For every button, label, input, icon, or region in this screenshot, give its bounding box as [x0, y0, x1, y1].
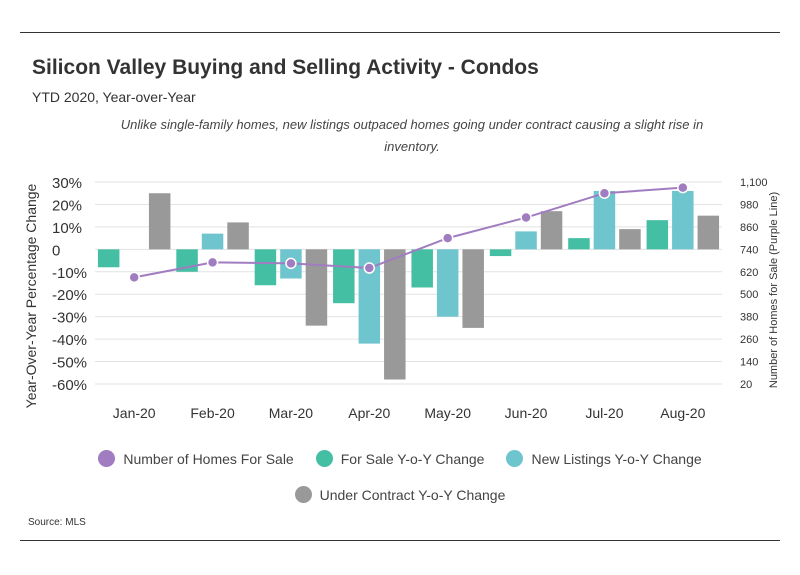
legend-swatch-line	[98, 450, 116, 467]
bar-under-contract	[227, 222, 249, 250]
y2-tick-label: 380	[740, 312, 758, 324]
bar-new-listings	[593, 190, 616, 250]
bar-under-contract	[697, 215, 720, 250]
bar-for-sale	[489, 249, 512, 257]
y-tick-label: 30%	[52, 175, 82, 192]
bar-new-listings	[672, 190, 694, 250]
legend-label: Number of Homes For Sale	[123, 450, 294, 467]
bar-under-contract	[462, 249, 484, 328]
bar-under-contract	[148, 193, 171, 250]
line-homes-for-sale	[133, 186, 683, 279]
x-tick-label: Feb-20	[190, 405, 235, 421]
point-homes-for-sale	[598, 187, 611, 199]
legend-swatch-under-contract	[294, 486, 312, 503]
y2-tick-label: 1,100	[740, 177, 768, 189]
x-tick-label: Mar-20	[269, 405, 314, 421]
legend-item-under-contract-change[interactable]: Under Contract Y-o-Y Change	[294, 486, 506, 503]
y2-tick-label: 980	[740, 199, 758, 211]
bar-new-listings	[358, 249, 381, 344]
bar-new-listings	[201, 233, 224, 250]
y2-axis-title: Number of Homes for Sale (Purple Line)	[768, 192, 780, 388]
chart-subtitle: YTD 2020, Year-over-Year	[32, 89, 196, 105]
y-tick-label: 0	[52, 242, 60, 259]
bar-under-contract	[540, 211, 563, 250]
top-rule	[20, 32, 780, 33]
bar-under-contract	[305, 249, 328, 326]
y-tick-label: -60%	[52, 377, 87, 394]
point-homes-for-sale	[520, 211, 532, 224]
legend-item-homes-for-sale[interactable]: Number of Homes For Sale	[98, 450, 294, 467]
point-homes-for-sale	[441, 232, 454, 244]
x-tick-label: Apr-20	[348, 405, 390, 421]
legend-row-2: Under Contract Y-o-Y Change	[0, 486, 800, 503]
point-homes-for-sale	[363, 262, 376, 274]
legend-label: New Listings Y-o-Y Change	[531, 450, 702, 467]
y-tick-label: -40%	[52, 332, 87, 349]
bar-for-sale	[646, 220, 669, 250]
source-note: Source: MLS	[28, 517, 86, 528]
bar-under-contract	[619, 229, 641, 250]
x-tick-label: Aug-20	[660, 405, 705, 421]
x-tick-label: Jul-20	[585, 405, 623, 421]
y-tick-label: -30%	[52, 310, 87, 327]
bar-for-sale	[411, 249, 433, 288]
y-axis-title: Year-Over-Year Percentage Change	[23, 183, 39, 408]
legend-swatch-for-sale	[315, 450, 333, 467]
y2-tick-label: 260	[740, 334, 758, 346]
y2-tick-label: 620	[740, 267, 758, 279]
point-homes-for-sale	[206, 256, 219, 269]
y-tick-label: 10%	[52, 220, 82, 237]
bar-under-contract	[384, 249, 406, 380]
bar-new-listings	[515, 231, 537, 250]
bar-new-listings	[436, 249, 459, 317]
point-homes-for-sale	[128, 271, 140, 284]
y2-tick-label: 740	[740, 244, 758, 256]
x-tick-label: May-20	[424, 405, 471, 421]
point-homes-for-sale	[285, 257, 297, 270]
x-tick-label: Jun-20	[505, 405, 548, 421]
y-tick-label: -20%	[52, 287, 87, 304]
bar-for-sale	[568, 238, 590, 250]
bar-for-sale	[333, 249, 355, 304]
legend-label: For Sale Y-o-Y Change	[340, 450, 485, 467]
chart-note: Unlike single-family homes, new listings…	[120, 117, 704, 154]
y2-tick-label: 20	[740, 379, 752, 391]
legend-item-for-sale-change[interactable]: For Sale Y-o-Y Change	[315, 450, 485, 467]
bar-for-sale	[254, 249, 277, 286]
legend-label: Under Contract Y-o-Y Change	[319, 486, 506, 503]
y-tick-label: -50%	[52, 355, 87, 372]
y2-tick-label: 500	[740, 289, 758, 301]
y-tick-label: 20%	[52, 197, 82, 214]
chart-title: Silicon Valley Buying and Selling Activi…	[32, 56, 539, 79]
legend-item-new-listings-change[interactable]: New Listings Y-o-Y Change	[506, 450, 702, 467]
legend-swatch-new-listings	[506, 450, 524, 467]
legend-row-1: Number of Homes For Sale For Sale Y-o-Y …	[0, 450, 800, 467]
point-homes-for-sale	[677, 181, 689, 194]
chart-canvas: 30% 20% 10% 0 -10% -20% -30% -40% -50% -60% 1,100 9…	[23, 175, 780, 421]
y-tick-label: -10%	[52, 265, 87, 282]
bar-for-sale	[97, 249, 120, 268]
y2-tick-label: 140	[740, 357, 758, 369]
x-tick-label: Jan-20	[113, 405, 156, 421]
y2-tick-label: 860	[740, 222, 758, 234]
bottom-rule	[20, 540, 780, 541]
